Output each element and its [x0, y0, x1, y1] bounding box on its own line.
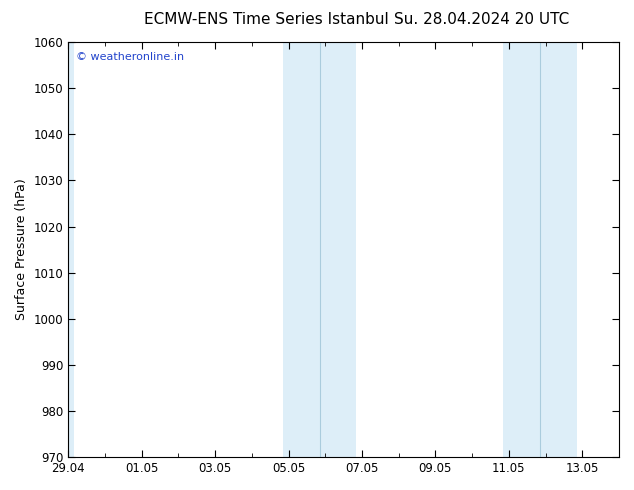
- Text: Su. 28.04.2024 20 UTC: Su. 28.04.2024 20 UTC: [394, 12, 569, 27]
- Bar: [63, 42, 74, 457]
- Bar: [283, 42, 356, 457]
- Bar: [63, 42, 74, 457]
- Text: © weatheronline.in: © weatheronline.in: [77, 52, 184, 62]
- Bar: [503, 42, 540, 457]
- Text: ECMW-ENS Time Series Istanbul: ECMW-ENS Time Series Istanbul: [144, 12, 389, 27]
- Bar: [503, 42, 577, 457]
- Bar: [283, 42, 320, 457]
- Y-axis label: Surface Pressure (hPa): Surface Pressure (hPa): [15, 179, 28, 320]
